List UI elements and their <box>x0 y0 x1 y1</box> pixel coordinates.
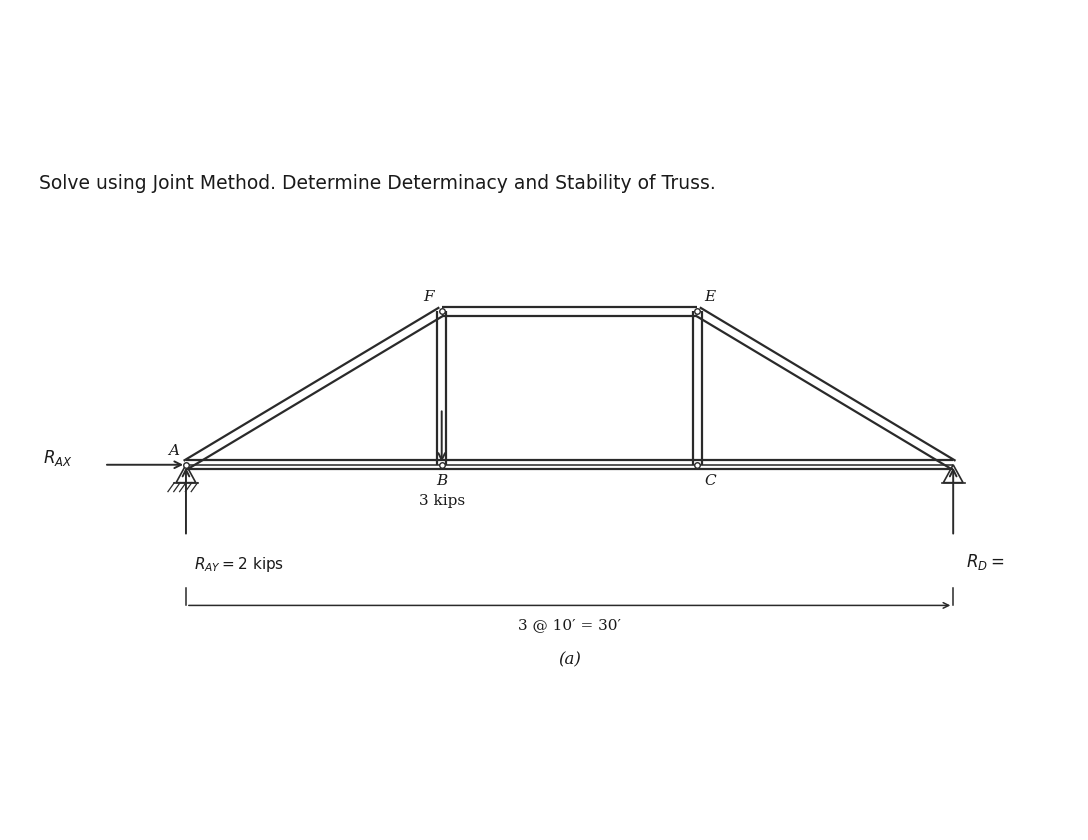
Text: $R_{AX}$: $R_{AX}$ <box>44 449 73 469</box>
Text: F: F <box>423 291 434 304</box>
Text: 3 @ 10′ = 30′: 3 @ 10′ = 30′ <box>518 618 621 633</box>
Text: C: C <box>704 475 716 488</box>
Text: $R_{AY} = 2\ \mathrm{kips}$: $R_{AY} = 2\ \mathrm{kips}$ <box>194 555 284 574</box>
Text: B: B <box>436 475 447 488</box>
Text: A: A <box>168 444 178 458</box>
Text: $R_D =$: $R_D =$ <box>966 552 1004 572</box>
Text: (a): (a) <box>558 652 581 669</box>
Text: Solve using Joint Method. Determine Determinacy and Stability of Truss.: Solve using Joint Method. Determine Dete… <box>39 174 716 192</box>
Text: 3 kips: 3 kips <box>419 494 465 507</box>
Text: E: E <box>705 291 716 304</box>
